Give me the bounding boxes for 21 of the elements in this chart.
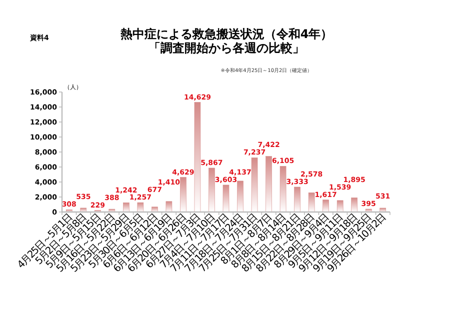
bar — [80, 208, 87, 212]
bar — [166, 201, 172, 212]
bar — [294, 186, 300, 212]
bar — [351, 198, 358, 212]
bar — [123, 202, 130, 212]
bar — [336, 200, 344, 212]
bar — [251, 158, 258, 212]
bar — [280, 166, 286, 212]
bar — [180, 177, 186, 212]
bar — [237, 180, 244, 212]
bar — [137, 202, 144, 212]
bar — [308, 192, 315, 212]
bar — [322, 200, 329, 212]
bar — [380, 208, 386, 212]
bar — [152, 206, 158, 212]
bar — [266, 156, 272, 212]
bar — [208, 168, 215, 212]
chart-title: 熱中症による救急搬送状況（令和4年）「調査開始から各週の比較」 — [119, 27, 334, 55]
bar — [365, 208, 372, 212]
bar — [194, 102, 201, 212]
bar — [222, 184, 230, 212]
